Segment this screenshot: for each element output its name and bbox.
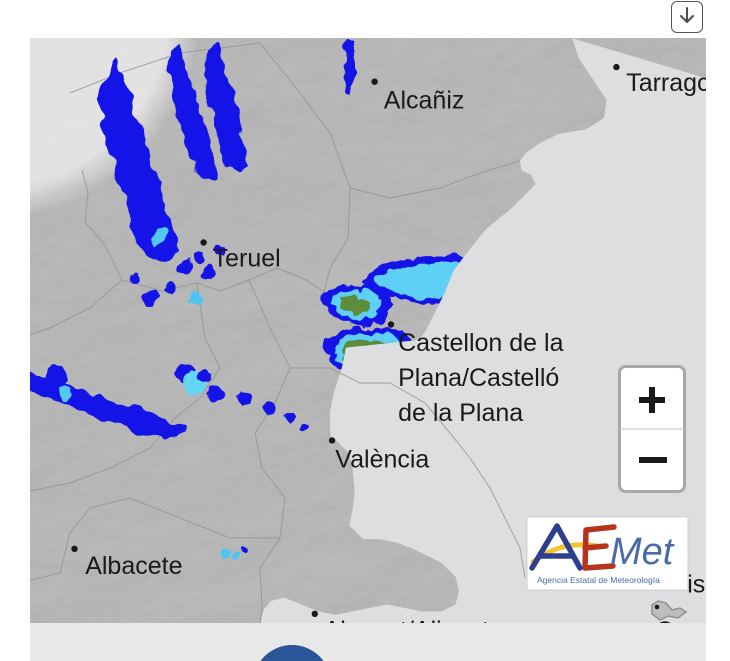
- svg-text:València: València: [335, 446, 429, 474]
- svg-text:Tarragc: Tarragc: [626, 69, 706, 97]
- svg-text:is: is: [687, 570, 705, 598]
- svg-text:Albacete: Albacete: [85, 552, 182, 580]
- svg-text:Alacant/Alicante: Alacant/Alicante: [324, 616, 503, 623]
- svg-text:Alcañiz: Alcañiz: [384, 86, 465, 114]
- svg-text:Castellon de la: Castellon de la: [398, 329, 563, 357]
- svg-text:Met: Met: [610, 531, 675, 573]
- svg-text:Agencia Estatal de Meteorologí: Agencia Estatal de Meteorología: [537, 575, 660, 585]
- svg-text:Teruel: Teruel: [213, 245, 281, 273]
- svg-text:de la Plana: de la Plana: [398, 399, 523, 427]
- svg-text:Plana/Castelló: Plana/Castelló: [398, 364, 559, 392]
